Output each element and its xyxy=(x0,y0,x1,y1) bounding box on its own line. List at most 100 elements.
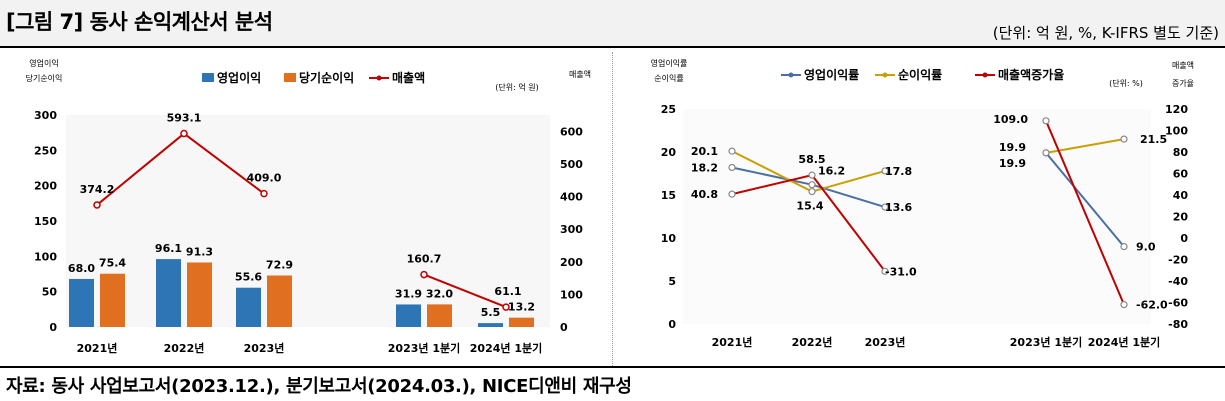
series-line xyxy=(1045,120,1125,306)
bar xyxy=(478,323,503,327)
data-label: -62.0 xyxy=(1136,299,1168,312)
x-tick-label: 2022년 xyxy=(164,341,205,355)
y-right-tick: 120 xyxy=(1165,103,1188,116)
y-right-tick: 300 xyxy=(560,223,583,236)
chart-unit-note: (단위: %) xyxy=(1109,78,1143,88)
legend-marker xyxy=(376,75,382,81)
y-right-tick: 20 xyxy=(1173,211,1189,224)
x-tick-label: 2021년 xyxy=(77,341,118,355)
y-left-axis-label: 당기순이익 xyxy=(26,73,63,83)
chart-separator xyxy=(612,52,613,366)
legend-label: 영업이익률 xyxy=(804,67,859,82)
y-left-tick: 50 xyxy=(42,286,58,299)
data-label: 40.8 xyxy=(691,188,718,201)
data-label: 75.4 xyxy=(99,257,126,270)
y-left-tick: 100 xyxy=(34,250,57,263)
data-label: 15.4 xyxy=(796,200,823,213)
y-right-axis-label: 매출액 xyxy=(569,69,591,79)
plot-area xyxy=(683,109,1151,324)
x-tick-label: 2024년 1분기 xyxy=(470,341,542,355)
data-label: 72.9 xyxy=(266,258,293,271)
y-left-tick: 20 xyxy=(661,146,677,159)
data-point xyxy=(1120,243,1128,251)
legend-marker xyxy=(788,72,794,78)
bar xyxy=(69,278,94,327)
data-label: 68.0 xyxy=(68,262,95,275)
data-label: 58.5 xyxy=(798,153,825,166)
top-rule xyxy=(0,46,1225,48)
legend-label: 순이익률 xyxy=(898,67,942,82)
x-tick-label: 2021년 xyxy=(712,335,753,349)
data-point xyxy=(881,267,889,275)
data-label: 374.2 xyxy=(80,183,115,196)
data-label: 16.2 xyxy=(818,165,845,178)
y-left-tick: 250 xyxy=(34,144,57,157)
y-left-tick: 10 xyxy=(661,232,677,245)
data-label: 160.7 xyxy=(407,253,442,266)
data-label: 91.3 xyxy=(186,245,213,258)
y-right-tick: 100 xyxy=(560,288,583,301)
y-right-tick: 0 xyxy=(1180,232,1188,245)
data-point xyxy=(881,203,889,211)
header-bar xyxy=(0,0,1225,46)
bottom-rule xyxy=(0,366,1225,368)
data-point xyxy=(1120,301,1128,309)
figure-title: [그림 7] 동사 손익계산서 분석 xyxy=(6,10,273,34)
x-tick-label: 2023년 xyxy=(865,335,906,349)
y-left-tick: 25 xyxy=(661,103,676,116)
data-label: 13.2 xyxy=(508,301,535,314)
data-label: -31.0 xyxy=(885,265,917,278)
data-label: 5.5 xyxy=(481,306,501,319)
y-right-tick: 0 xyxy=(560,321,568,334)
data-point xyxy=(808,181,816,189)
bar xyxy=(236,287,261,327)
data-point xyxy=(180,129,188,138)
unit-note: (단위: 억 원, %, K-IFRS 별도 기준) xyxy=(992,24,1219,42)
bar xyxy=(427,304,452,327)
legend-swatch xyxy=(202,73,214,82)
y-left-tick: 0 xyxy=(49,321,57,334)
y-left-axis-label: 영업이익 xyxy=(29,58,58,68)
data-label: 96.1 xyxy=(155,242,182,255)
series-line xyxy=(1045,152,1125,248)
source-note: 자료: 동사 사업보고서(2023.12.), 분기보고서(2024.03.),… xyxy=(6,376,632,397)
data-label: 31.9 xyxy=(395,287,422,300)
data-point xyxy=(93,201,101,209)
legend-label: 영업이익 xyxy=(217,70,261,85)
x-tick-label: 2023년 1분기 xyxy=(1010,335,1082,349)
y-right-tick: 500 xyxy=(560,158,583,171)
bar xyxy=(267,275,292,327)
x-tick-label: 2023년 1분기 xyxy=(388,341,460,355)
data-label: 593.1 xyxy=(167,112,202,125)
data-label: 32.0 xyxy=(426,287,453,300)
data-label: 9.0 xyxy=(1136,241,1156,254)
x-tick-label: 2024년 1분기 xyxy=(1088,335,1160,349)
bar xyxy=(396,304,421,327)
data-point xyxy=(1042,149,1050,157)
y-right-tick: 600 xyxy=(560,125,583,138)
legend-label: 매출액증가율 xyxy=(998,67,1064,82)
y-right-tick: -80 xyxy=(1168,318,1188,331)
data-label: 19.9 xyxy=(999,141,1026,154)
data-label: 409.0 xyxy=(247,172,282,185)
y-right-tick: -20 xyxy=(1168,254,1188,267)
bar xyxy=(509,317,534,327)
legend-marker xyxy=(882,72,888,78)
bar xyxy=(187,262,212,327)
y-left-tick: 5 xyxy=(668,275,676,288)
x-tick-label: 2022년 xyxy=(792,335,833,349)
data-label: 20.1 xyxy=(691,145,718,158)
bar xyxy=(156,259,181,327)
data-point xyxy=(881,167,889,175)
data-point xyxy=(808,187,816,196)
y-right-tick: 40 xyxy=(1173,189,1189,202)
y-left-tick: 300 xyxy=(34,109,57,122)
data-label: 17.8 xyxy=(885,165,912,178)
data-point xyxy=(728,147,736,155)
data-label: 61.1 xyxy=(494,285,521,298)
data-label: 19.9 xyxy=(999,157,1026,170)
data-label: 109.0 xyxy=(993,113,1028,126)
data-point xyxy=(728,190,736,198)
y-left-tick: 150 xyxy=(34,215,57,228)
legend-label: 매출액 xyxy=(392,70,425,85)
